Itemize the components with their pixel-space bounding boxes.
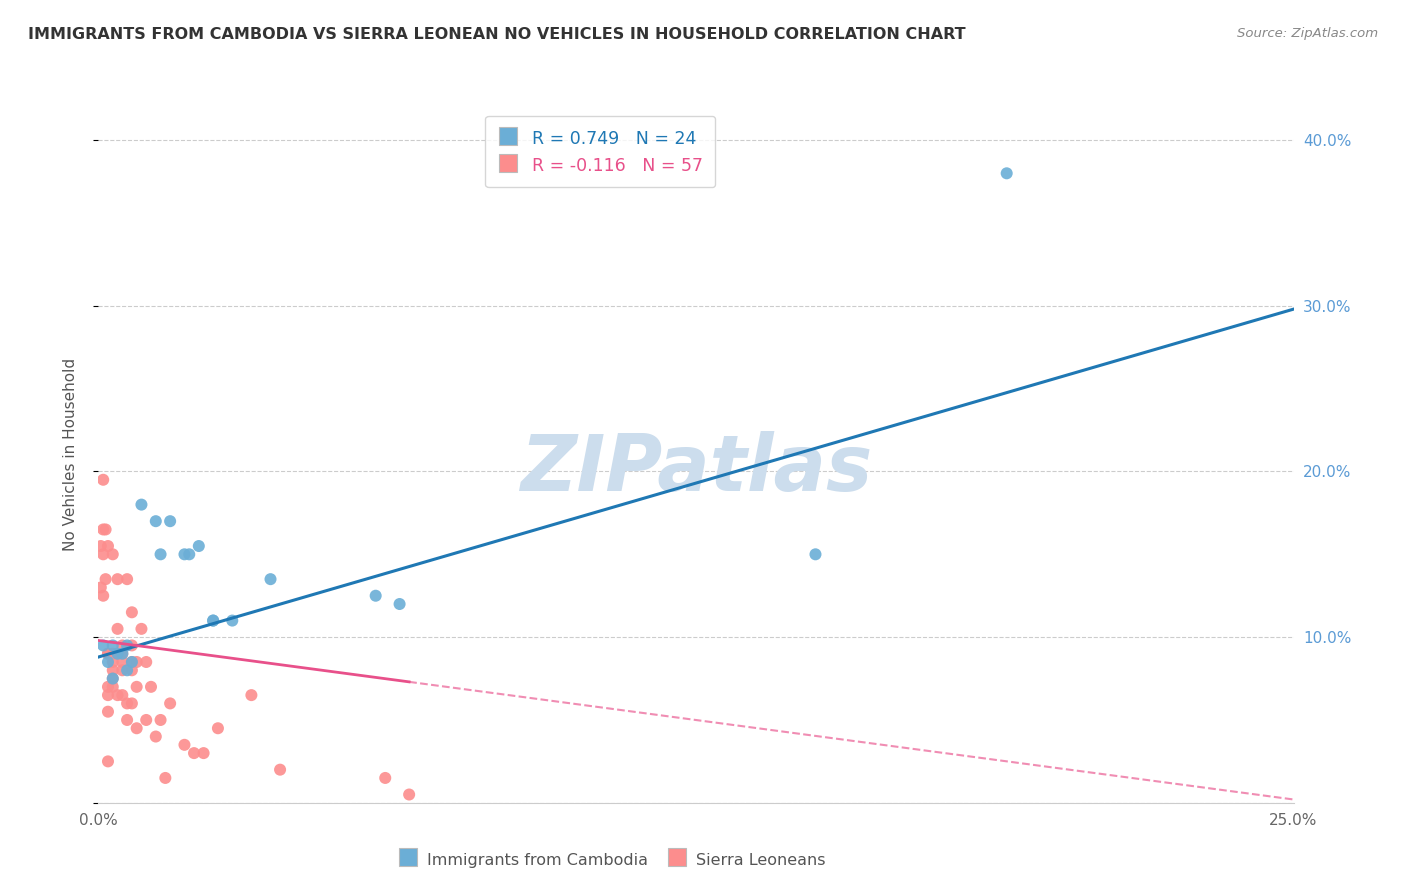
- Point: [259, 572, 281, 586]
- Point: [155, 771, 177, 785]
- Point: [94, 572, 117, 586]
- Point: [115, 663, 138, 677]
- Point: [173, 547, 195, 561]
- Point: [101, 655, 124, 669]
- Point: [187, 539, 209, 553]
- Point: [131, 622, 153, 636]
- Text: IMMIGRANTS FROM CAMBODIA VS SIERRA LEONEAN NO VEHICLES IN HOUSEHOLD CORRELATION : IMMIGRANTS FROM CAMBODIA VS SIERRA LEONE…: [28, 27, 966, 42]
- Y-axis label: No Vehicles in Household: No Vehicles in Household: [63, 359, 77, 551]
- Point: [111, 639, 134, 653]
- Point: [101, 672, 124, 686]
- Point: [97, 755, 120, 769]
- Point: [90, 539, 112, 553]
- Point: [269, 763, 291, 777]
- Point: [94, 523, 117, 537]
- Point: [121, 655, 143, 669]
- Point: [115, 639, 138, 653]
- Point: [159, 514, 181, 528]
- Point: [149, 713, 172, 727]
- Point: [121, 605, 143, 619]
- Point: [388, 597, 411, 611]
- Point: [111, 647, 134, 661]
- Point: [101, 647, 124, 661]
- Point: [240, 688, 263, 702]
- Point: [101, 547, 124, 561]
- Point: [107, 647, 129, 661]
- Point: [221, 614, 243, 628]
- Point: [101, 639, 124, 653]
- Point: [183, 746, 205, 760]
- Point: [131, 498, 153, 512]
- Point: [202, 614, 225, 628]
- Point: [107, 688, 129, 702]
- Text: Source: ZipAtlas.com: Source: ZipAtlas.com: [1237, 27, 1378, 40]
- Point: [91, 523, 114, 537]
- Point: [97, 680, 120, 694]
- Point: [91, 473, 114, 487]
- Point: [173, 738, 195, 752]
- Point: [207, 721, 229, 735]
- Point: [804, 547, 827, 561]
- Point: [179, 547, 201, 561]
- Point: [111, 647, 134, 661]
- Point: [97, 647, 120, 661]
- Point: [115, 697, 138, 711]
- Point: [125, 680, 148, 694]
- Point: [107, 622, 129, 636]
- Point: [91, 547, 114, 561]
- Point: [101, 672, 124, 686]
- Point: [135, 655, 157, 669]
- Point: [97, 705, 120, 719]
- Point: [121, 655, 143, 669]
- Text: ZIPatlas: ZIPatlas: [520, 431, 872, 507]
- Point: [115, 572, 138, 586]
- Point: [111, 688, 134, 702]
- Point: [91, 639, 114, 653]
- Point: [202, 614, 225, 628]
- Point: [125, 721, 148, 735]
- Point: [135, 713, 157, 727]
- Point: [145, 730, 167, 744]
- Point: [995, 166, 1018, 180]
- Point: [111, 655, 134, 669]
- Point: [115, 713, 138, 727]
- Point: [90, 581, 112, 595]
- Point: [139, 680, 162, 694]
- Point: [121, 663, 143, 677]
- Legend: Immigrants from Cambodia, Sierra Leoneans: Immigrants from Cambodia, Sierra Leonean…: [392, 844, 832, 875]
- Point: [149, 547, 172, 561]
- Point: [111, 663, 134, 677]
- Point: [398, 788, 420, 802]
- Point: [97, 647, 120, 661]
- Point: [121, 639, 143, 653]
- Point: [159, 697, 181, 711]
- Point: [121, 697, 143, 711]
- Point: [374, 771, 396, 785]
- Point: [145, 514, 167, 528]
- Point: [97, 688, 120, 702]
- Point: [193, 746, 215, 760]
- Point: [125, 655, 148, 669]
- Point: [91, 589, 114, 603]
- Point: [97, 539, 120, 553]
- Point: [97, 655, 120, 669]
- Point: [107, 647, 129, 661]
- Point: [101, 680, 124, 694]
- Point: [101, 663, 124, 677]
- Point: [364, 589, 387, 603]
- Point: [107, 572, 129, 586]
